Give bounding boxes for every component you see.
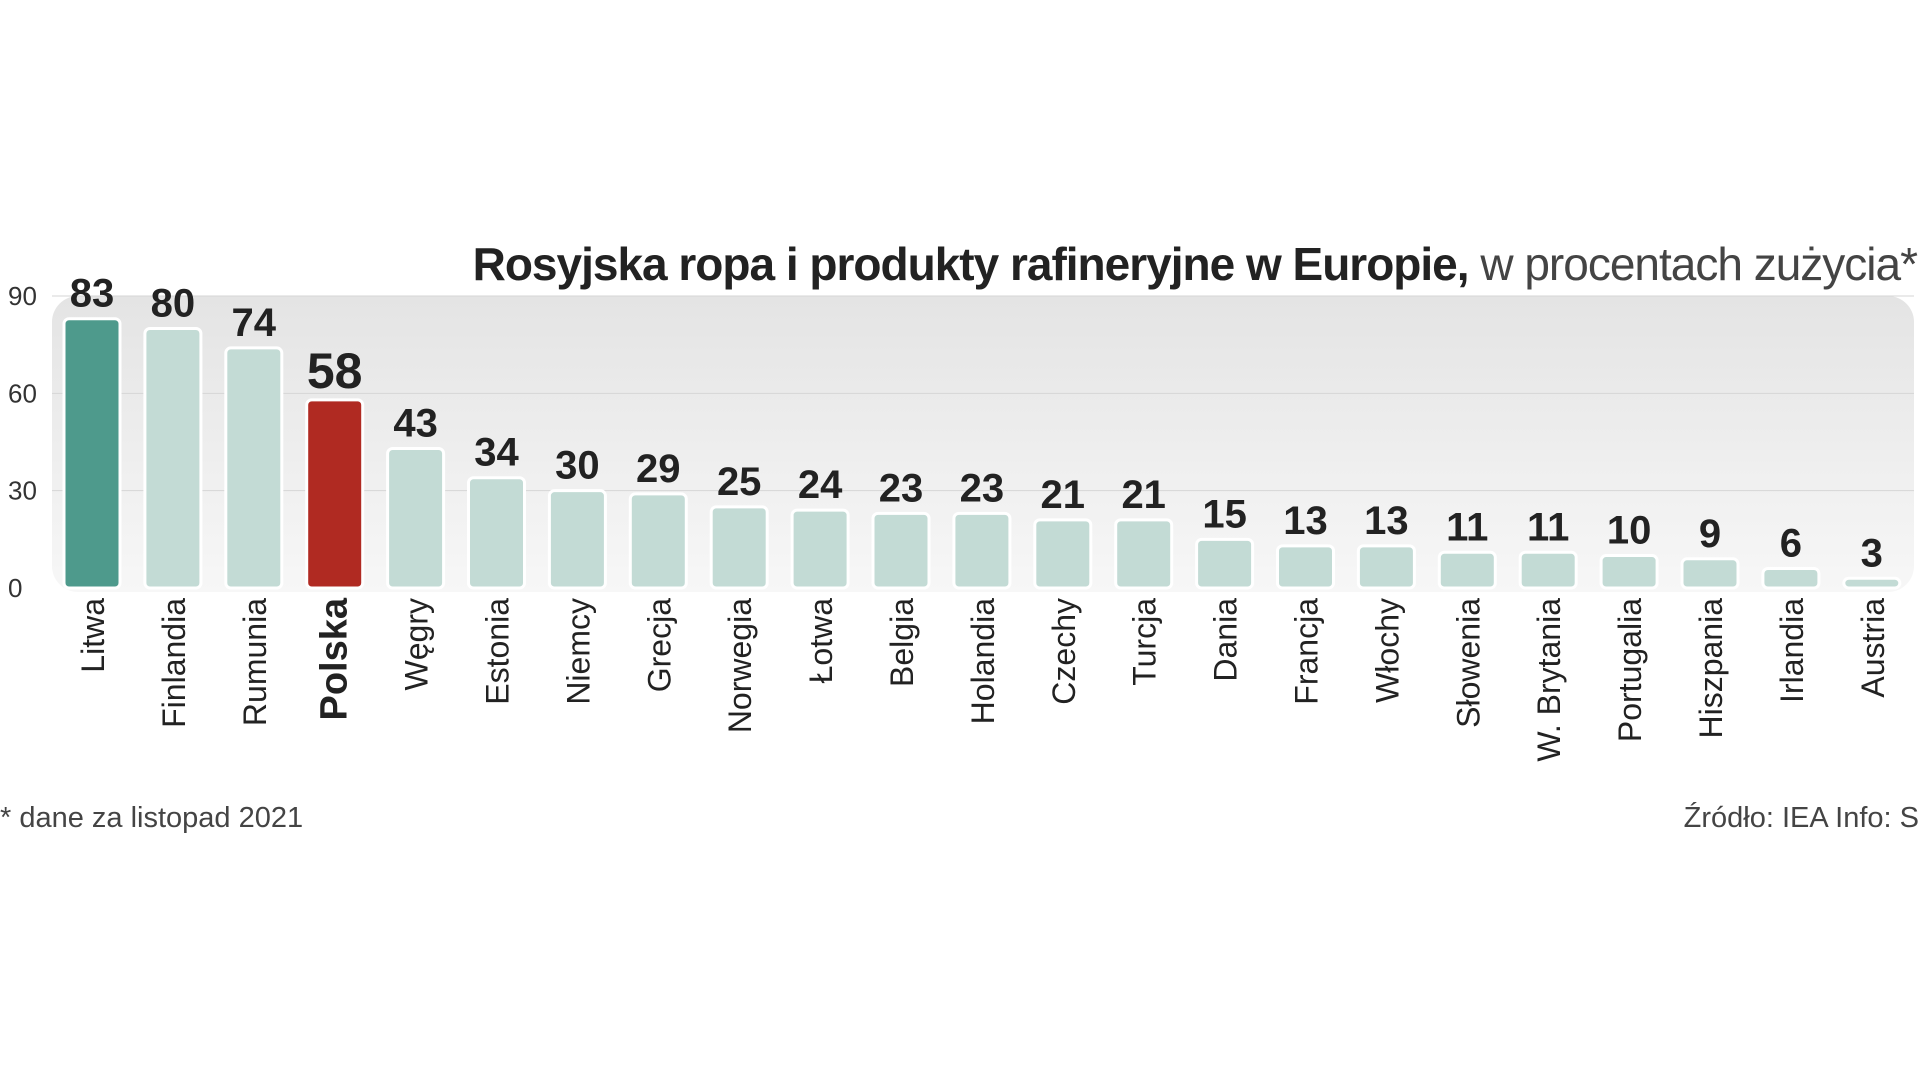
- data-label: 21: [1121, 473, 1166, 517]
- bar: [224, 346, 284, 590]
- data-label: 30: [555, 444, 600, 488]
- x-tick-label: Estonia: [480, 598, 516, 705]
- bar: [467, 476, 526, 590]
- bar: [1761, 567, 1821, 590]
- data-label: 15: [1202, 492, 1247, 536]
- bar: [386, 446, 446, 590]
- chart-title: Rosyjska ropa i produkty rafineryjne w E…: [472, 236, 1918, 292]
- bar: [1437, 550, 1497, 590]
- bar: [1518, 550, 1578, 590]
- x-tick-label: Włochy: [1369, 598, 1405, 703]
- data-label: 29: [636, 447, 681, 491]
- data-label: 3: [1861, 531, 1883, 575]
- bar: [871, 511, 931, 590]
- bar: [1276, 544, 1335, 590]
- chart-title-main: Rosyjska ropa i produkty rafineryjne w E…: [472, 238, 1470, 290]
- data-label: 9: [1699, 512, 1721, 556]
- bar: [143, 326, 203, 590]
- x-tick-label: Austria: [1855, 598, 1891, 698]
- bar: [1033, 518, 1093, 590]
- x-tick-label: Litwa: [75, 598, 111, 673]
- bar: [790, 508, 850, 590]
- data-label: 24: [798, 463, 843, 507]
- x-tick-label: Portugalia: [1612, 598, 1648, 742]
- x-tick-label: Norwegia: [722, 598, 758, 733]
- x-tick-label: Irlandia: [1774, 598, 1810, 703]
- bar: [62, 317, 122, 590]
- bar: [1356, 544, 1416, 590]
- x-tick-label: Belgia: [884, 598, 920, 687]
- x-tick-label: Finlandia: [156, 598, 192, 728]
- bar: [1599, 554, 1659, 590]
- bar: [952, 511, 1012, 590]
- x-tick-label: Polska: [314, 597, 356, 720]
- data-label: 13: [1283, 499, 1328, 543]
- x-tick-label: Rumunia: [237, 598, 273, 726]
- y-tick-label: 90: [8, 281, 37, 311]
- bar: [547, 489, 607, 590]
- data-label: 43: [393, 401, 438, 445]
- bar: [1842, 576, 1902, 590]
- data-label: 21: [1041, 473, 1086, 517]
- x-tick-label: Hiszpania: [1693, 598, 1729, 739]
- x-tick-label: W. Brytania: [1531, 598, 1567, 762]
- x-tick-label: Francja: [1289, 598, 1325, 705]
- data-label: 25: [717, 460, 762, 504]
- bars: 83 Litwa 80 Finlandia 74 Rumunia 58 Polska 43 Węg…: [62, 272, 1902, 762]
- bar: [709, 505, 769, 590]
- y-tick-label: 0: [8, 573, 22, 603]
- x-tick-label: Dania: [1208, 598, 1244, 682]
- data-label: 11: [1527, 505, 1569, 549]
- x-tick-label: Grecja: [641, 598, 677, 692]
- footnote: * dane za listopad 2021: [0, 802, 304, 834]
- data-label: 13: [1364, 499, 1409, 543]
- data-label: 58: [307, 343, 363, 399]
- y-tick-label: 60: [8, 378, 37, 408]
- bar: [1195, 537, 1255, 590]
- x-tick-label: Niemcy: [560, 598, 596, 705]
- chart-subtitle: w procentach zużycia*: [1480, 238, 1918, 290]
- data-label: 10: [1607, 509, 1652, 553]
- data-label: 74: [232, 301, 277, 345]
- bar: [1114, 518, 1174, 590]
- x-tick-label: Węgry: [399, 598, 435, 690]
- data-label: 34: [474, 431, 519, 475]
- data-label: 83: [70, 272, 115, 316]
- x-tick-label: Łotwa: [803, 598, 839, 684]
- x-tick-label: Słowenia: [1450, 598, 1486, 728]
- x-tick-label: Czechy: [1046, 598, 1082, 705]
- bar: [1680, 557, 1740, 590]
- data-label: 11: [1446, 505, 1488, 549]
- source-credit: Źródło: IEA Info: S: [1683, 802, 1919, 834]
- grid-lines: 0 30 60 90: [8, 281, 1914, 603]
- y-tick-label: 30: [8, 476, 37, 506]
- x-tick-label: Turcja: [1127, 598, 1163, 686]
- x-tick-label: Holandia: [965, 598, 1001, 725]
- data-label: 80: [151, 281, 196, 325]
- data-label: 23: [960, 466, 1005, 510]
- data-label: 6: [1780, 522, 1802, 566]
- bar: [628, 492, 688, 590]
- bar: [305, 398, 365, 590]
- data-label: 23: [879, 466, 924, 510]
